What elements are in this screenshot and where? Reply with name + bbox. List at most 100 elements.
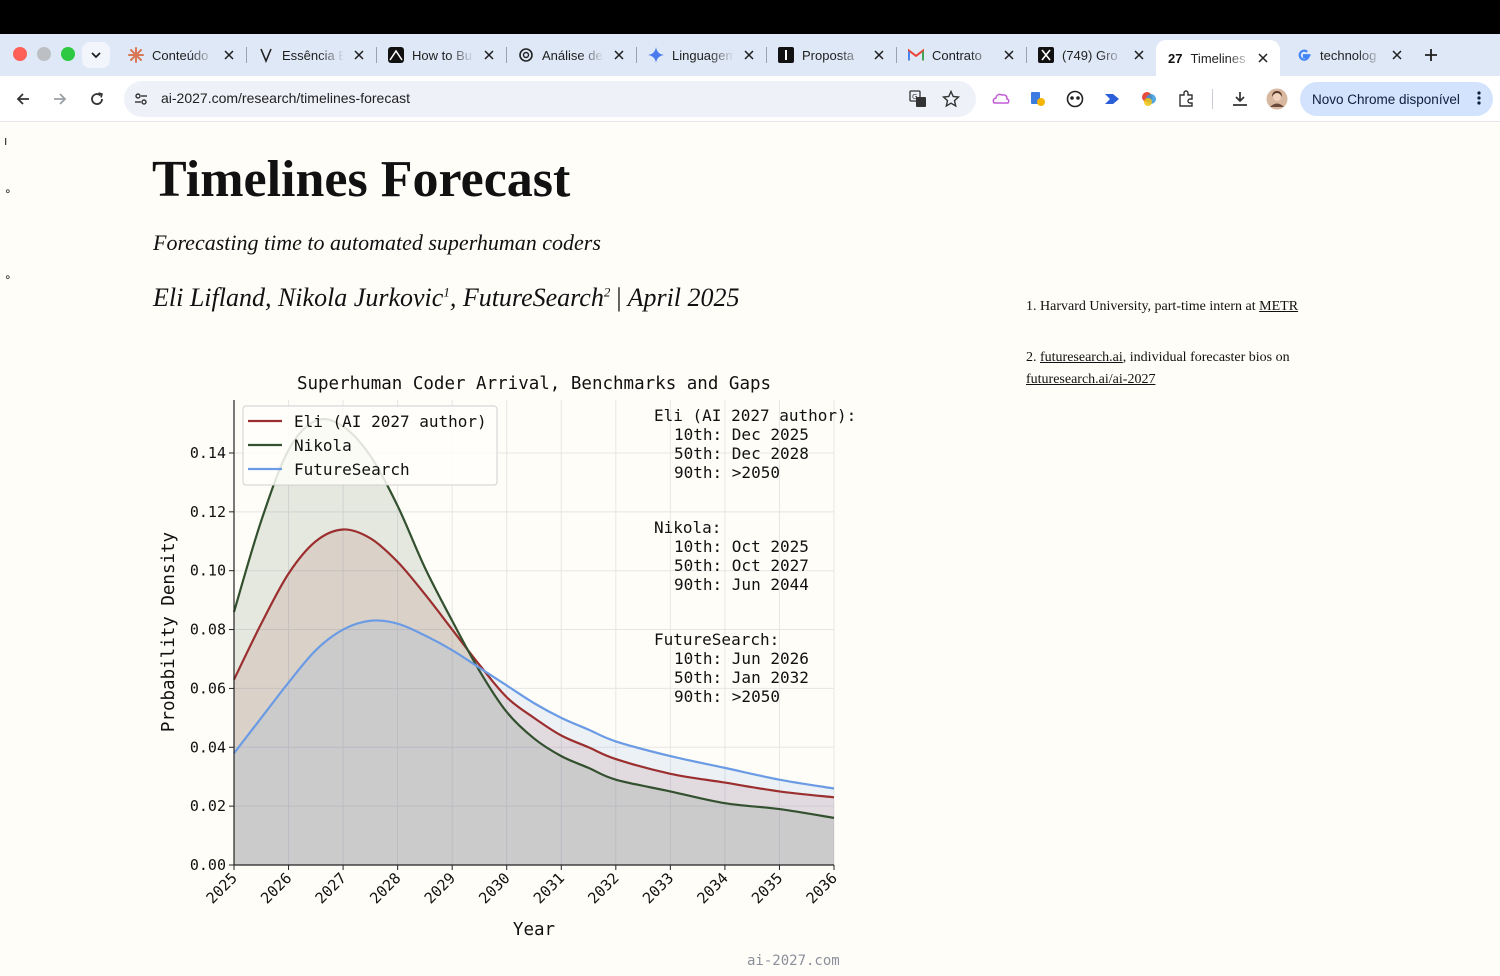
tab-3[interactable]: Análise de: [506, 40, 637, 70]
footnote-ref[interactable]: 1: [443, 284, 450, 300]
tune-icon: [135, 93, 147, 105]
google-icon: [1296, 47, 1312, 63]
translate-button[interactable]: G: [905, 86, 931, 112]
toc-marker-icon[interactable]: ∘: [4, 270, 12, 284]
gemini-icon: [648, 47, 664, 63]
extension-1-button[interactable]: [988, 86, 1014, 112]
window-minimize-button[interactable]: [37, 47, 51, 61]
gmail-icon: [908, 47, 924, 63]
footnote-link[interactable]: METR: [1259, 299, 1299, 314]
footnote-link[interactable]: futuresearch.ai/ai-2027: [1026, 372, 1156, 387]
extension-2-button[interactable]: [1025, 86, 1051, 112]
y-tick-label: 0.14: [190, 444, 226, 462]
x-tick-label: 2030: [475, 869, 513, 907]
tab-5[interactable]: Proposta: [766, 40, 897, 70]
annotation-line: 10th: Dec 2025: [674, 425, 809, 444]
site-info-button[interactable]: [128, 86, 154, 112]
update-chrome-button[interactable]: Novo Chrome disponível: [1300, 82, 1493, 116]
more-vert-icon: [1477, 90, 1481, 109]
tab-separator: [766, 47, 767, 63]
tab-7[interactable]: (749) Gro: [1026, 40, 1156, 70]
panda-icon: [1066, 90, 1084, 108]
tab-0[interactable]: Conteúdo: [116, 40, 247, 70]
forward-button[interactable]: [47, 86, 73, 112]
x-tick-label: 2026: [257, 869, 295, 907]
update-chrome-label: Novo Chrome disponível: [1312, 91, 1460, 107]
footnote-text: , individual forecaster bios on: [1122, 350, 1290, 365]
annotation-line: 90th: Jun 2044: [674, 575, 809, 594]
toolbar-separator: [1212, 89, 1213, 109]
x-tick-label: 2025: [203, 869, 241, 907]
close-icon[interactable]: [350, 46, 368, 64]
tab-4[interactable]: Linguagem: [636, 40, 767, 70]
extension-4-button[interactable]: [1099, 86, 1125, 112]
footnote-number: 1.: [1026, 299, 1037, 314]
tab-separator: [506, 47, 507, 63]
new-tab-button[interactable]: [1420, 44, 1442, 66]
y-tick-label: 0.06: [190, 679, 226, 697]
annotation-heading: Nikola:: [654, 518, 721, 537]
series-line: [233, 528, 835, 799]
legend-label: Nikola: [294, 436, 352, 455]
author-name: Eli Lifland: [153, 283, 265, 312]
annotation-line: 50th: Oct 2027: [674, 556, 809, 575]
x-tick-label: 2032: [584, 869, 622, 907]
chevron-down-icon: [91, 52, 101, 59]
extension-3-button[interactable]: [1062, 86, 1088, 112]
tab-2[interactable]: How to Bu: [376, 40, 507, 70]
tab-1[interactable]: Essência E: [246, 40, 377, 70]
arrow-right-icon: [54, 93, 67, 105]
tab-title: (749) Gro: [1062, 47, 1118, 63]
legend-label: FutureSearch: [294, 460, 410, 479]
back-button[interactable]: [10, 86, 36, 112]
arrow-left-icon: [16, 93, 29, 105]
legend-label: Eli (AI 2027 author): [294, 412, 487, 431]
toc-marker-icon[interactable]: ı: [4, 134, 8, 148]
footnote-link[interactable]: futuresearch.ai: [1040, 350, 1123, 365]
tab-title: Essência E: [282, 47, 344, 63]
toc-marker-icon[interactable]: ∘: [4, 184, 12, 198]
screen-top-bar: [0, 0, 1500, 34]
footnote-ref[interactable]: 2: [603, 284, 611, 300]
tab-9[interactable]: technolog: [1284, 40, 1414, 70]
cloud-extension-icon: [992, 93, 1010, 104]
url-text[interactable]: ai-2027.com/research/timelines-forecast: [161, 90, 410, 106]
tab-separator: [376, 47, 377, 63]
chart-title: Superhuman Coder Arrival, Benchmarks and…: [297, 374, 771, 394]
window-maximize-button[interactable]: [61, 47, 75, 61]
x-icon: [1038, 47, 1054, 63]
watermark: ai-2027.com: [747, 953, 840, 969]
footnote-text: Harvard University, part-time intern at: [1040, 299, 1260, 314]
claude-icon: [128, 47, 144, 63]
tab-separator: [896, 47, 897, 63]
reload-button[interactable]: [84, 86, 110, 112]
window-close-button[interactable]: [13, 47, 27, 61]
close-icon[interactable]: [1254, 49, 1272, 67]
address-bar[interactable]: [124, 81, 976, 117]
translate-icon: G: [909, 90, 926, 107]
annotation-line: 90th: >2050: [674, 463, 780, 482]
downloads-button[interactable]: [1227, 86, 1253, 112]
close-icon[interactable]: [1388, 46, 1406, 64]
tab-search-button[interactable]: [82, 42, 110, 68]
close-icon[interactable]: [1130, 46, 1148, 64]
profile-button[interactable]: [1264, 86, 1290, 112]
close-icon[interactable]: [480, 46, 498, 64]
tab-6[interactable]: Contrato: [896, 40, 1027, 70]
tab-8[interactable]: 27 Timelines: [1156, 40, 1280, 76]
author-name: FutureSearch: [462, 283, 604, 312]
close-icon[interactable]: [870, 46, 888, 64]
tab-separator: [246, 47, 247, 63]
close-icon[interactable]: [610, 46, 628, 64]
close-icon[interactable]: [740, 46, 758, 64]
extensions-menu-button[interactable]: [1173, 86, 1199, 112]
annotation-line: 50th: Jan 2032: [674, 668, 809, 687]
tab-title: Timelines: [1190, 50, 1246, 66]
extension-5-button[interactable]: [1136, 86, 1162, 112]
arrow-extension-icon: [1105, 94, 1119, 104]
close-icon[interactable]: [220, 46, 238, 64]
page-subtitle: Forecasting time to automated superhuman…: [153, 230, 601, 255]
close-icon[interactable]: [1000, 46, 1018, 64]
series-area: [234, 529, 834, 865]
bookmark-button[interactable]: [938, 86, 964, 112]
